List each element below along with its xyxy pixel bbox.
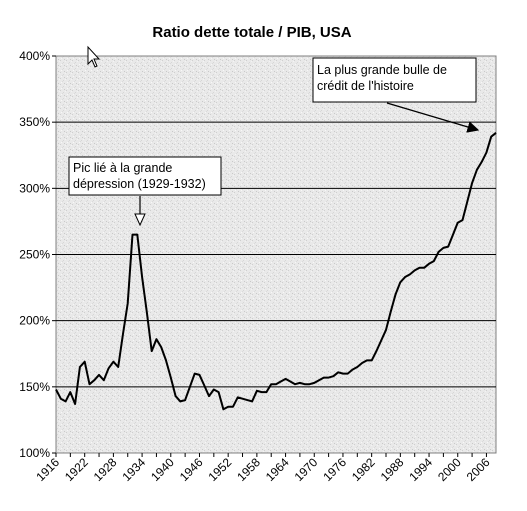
series-layer — [55, 132, 497, 411]
mouse-cursor-icon — [87, 45, 101, 68]
x-tick-label: 1922 — [62, 455, 91, 484]
x-tick-label: 1988 — [378, 455, 407, 484]
annotation-bubble-arrow — [386, 102, 480, 133]
x-tick-label: 1970 — [292, 455, 321, 484]
x-tick-label: 1934 — [119, 455, 148, 484]
annotation-depression-box — [68, 156, 222, 196]
y-tick-label: 400% — [19, 49, 50, 63]
annotation-depression-line-2: dépression (1929-1932) — [73, 177, 206, 191]
y-tick-label: 200% — [19, 314, 50, 328]
annotation-bubble: La plus grande bulle de crédit de l'hist… — [312, 57, 480, 133]
x-tick-label: 1958 — [234, 455, 263, 484]
x-tick-label: 2006 — [464, 455, 493, 484]
x-axis: 1916 1922 1928 1934 1940 1946 1952 1958 1964 1970… — [33, 453, 493, 484]
y-tick-label: 350% — [19, 115, 50, 129]
x-tick-label: 1982 — [349, 455, 378, 484]
chart-title: Ratio dette totale / PIB, USA — [152, 24, 351, 41]
annotation-depression-arrowhead — [134, 213, 146, 227]
x-tick-label: 1946 — [177, 455, 206, 484]
x-tick-label: 1928 — [91, 455, 120, 484]
y-tick-label: 250% — [19, 248, 50, 262]
series-line-0 — [55, 132, 497, 411]
gridlines — [56, 121, 496, 388]
y-axis: 100% 150% 200% 250% 300% 350% 400% — [19, 49, 56, 460]
y-tick-label: 100% — [19, 446, 50, 460]
y-tick-label: 150% — [19, 380, 50, 394]
x-tick-label: 2000 — [435, 455, 464, 484]
annotation-bubble-line-1: La plus grande bulle de — [317, 63, 447, 77]
x-tick-label: 1952 — [206, 455, 235, 484]
annotation-depression: Pic lié à la grande dépression (1929-193… — [68, 156, 222, 227]
x-tick-label: 1964 — [263, 455, 292, 484]
x-tick-label: 1976 — [320, 455, 349, 484]
x-tick-label: 1940 — [148, 455, 177, 484]
annotation-bubble-box — [312, 57, 477, 103]
annotation-depression-line-1: Pic lié à la grande — [73, 161, 172, 175]
y-tick-label: 300% — [19, 181, 50, 195]
x-tick-label: 1994 — [406, 455, 435, 484]
annotation-bubble-line-2: crédit de l'histoire — [317, 79, 414, 93]
